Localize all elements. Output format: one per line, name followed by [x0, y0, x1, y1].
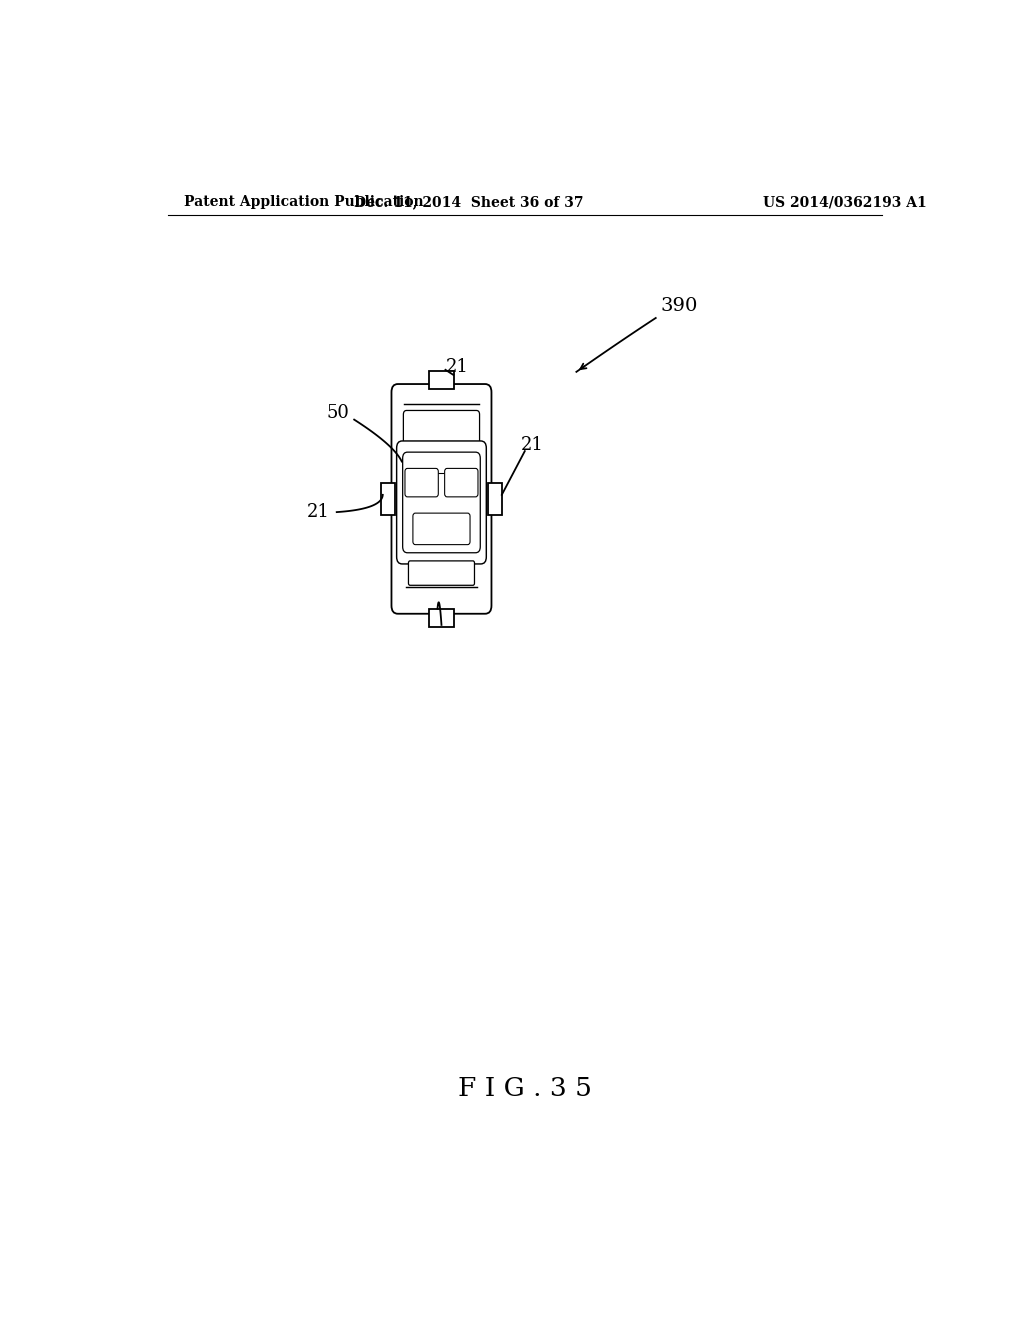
Text: US 2014/0362193 A1: US 2014/0362193 A1 — [763, 195, 927, 209]
Bar — [429, 609, 455, 627]
FancyBboxPatch shape — [391, 384, 492, 614]
Text: Dec. 11, 2014  Sheet 36 of 37: Dec. 11, 2014 Sheet 36 of 37 — [354, 195, 584, 209]
FancyBboxPatch shape — [396, 441, 486, 564]
FancyBboxPatch shape — [444, 469, 478, 496]
Text: 21: 21 — [521, 436, 544, 454]
FancyBboxPatch shape — [413, 513, 470, 545]
FancyBboxPatch shape — [403, 411, 479, 449]
Text: 21: 21 — [429, 609, 453, 627]
FancyBboxPatch shape — [404, 469, 438, 496]
FancyBboxPatch shape — [402, 453, 480, 553]
Text: 50: 50 — [327, 404, 350, 421]
Bar — [487, 483, 502, 515]
Text: 21: 21 — [445, 358, 469, 376]
Text: Patent Application Publication: Patent Application Publication — [183, 195, 423, 209]
Bar — [429, 371, 455, 389]
Text: F I G . 3 5: F I G . 3 5 — [458, 1076, 592, 1101]
FancyBboxPatch shape — [409, 561, 474, 585]
Text: 21: 21 — [307, 503, 330, 521]
Bar — [381, 483, 395, 515]
Text: 390: 390 — [660, 297, 698, 314]
